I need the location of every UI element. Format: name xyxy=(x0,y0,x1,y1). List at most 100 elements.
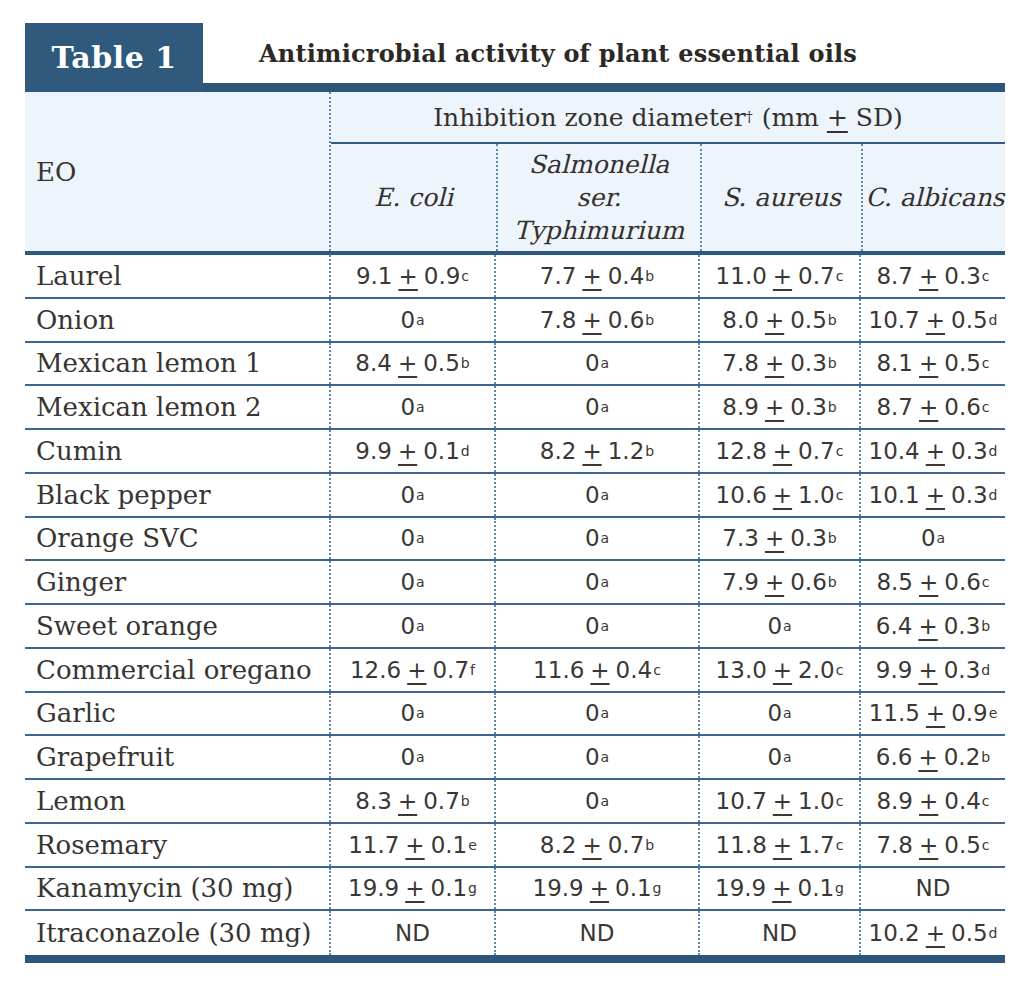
plus-minus-sign: + xyxy=(582,438,601,464)
plus-minus-sign: + xyxy=(919,263,938,289)
column-header-s-aureus: S. aureus xyxy=(700,144,861,251)
plus-minus-sign: + xyxy=(765,569,784,595)
row-label: Black pepper xyxy=(25,474,329,516)
table-row: Ginger0a0a7.9+0.6b8.5+0.6c xyxy=(25,561,1005,605)
plus-minus-sign: + xyxy=(765,394,784,420)
table-row: Black pepper0a0a10.6+1.0c10.1+0.3d xyxy=(25,474,1005,518)
row-label: Garlic xyxy=(25,693,329,735)
row-label: Kanamycin (30 mg) xyxy=(25,868,329,910)
row-label: Laurel xyxy=(25,255,329,297)
plus-minus-sign: + xyxy=(407,657,426,683)
plus-minus-sign: + xyxy=(765,525,784,551)
value-cell: 10.2+0.5d xyxy=(859,911,1005,955)
row-label: Mexican lemon 2 xyxy=(25,386,329,428)
row-label: Onion xyxy=(25,299,329,341)
organism-headers: E. coli Salmonella ser. Typhimurium S. a… xyxy=(331,144,1005,251)
table-row: Kanamycin (30 mg)19.9+0.1g19.9+0.1g19.9+… xyxy=(25,868,1005,912)
row-label: Grapefruit xyxy=(25,736,329,778)
value-cell: ND xyxy=(859,868,1005,910)
spanner-header: Inhibition zone diameter† (mm + SD) xyxy=(331,92,1005,144)
table-row: Commercial oregano12.6+0.7f11.6+0.4c13.0… xyxy=(25,649,1005,693)
value-cell: 8.7+0.6c xyxy=(859,386,1005,428)
plus-minus-sign: + xyxy=(405,832,424,858)
plus-minus-sign: + xyxy=(918,744,937,770)
column-header-e-coli: E. coli xyxy=(331,144,496,251)
value-cell: 0a xyxy=(329,518,494,560)
value-cell: 0a xyxy=(494,474,698,516)
plus-minus-sign: + xyxy=(926,438,945,464)
value-cell: 19.9+0.1g xyxy=(494,868,698,910)
table-row: Rosemary11.7+0.1e8.2+0.7b11.8+1.7c7.8+0.… xyxy=(25,824,1005,868)
row-label: Mexican lemon 1 xyxy=(25,343,329,385)
row-label: Ginger xyxy=(25,561,329,603)
plus-minus-sign: + xyxy=(773,438,792,464)
value-cell: 0a xyxy=(494,561,698,603)
plus-minus-sign: + xyxy=(773,263,792,289)
plus-minus-sign: + xyxy=(398,438,417,464)
value-cell: 11.5+0.9e xyxy=(859,693,1005,735)
value-cell: 7.8+0.6b xyxy=(494,299,698,341)
value-cell: 8.7+0.3c xyxy=(859,255,1005,297)
value-cell: ND xyxy=(329,911,494,955)
plus-minus-sign: + xyxy=(765,350,784,376)
table-header: EO Inhibition zone diameter† (mm + SD) E… xyxy=(25,92,1005,255)
spanner-group: Inhibition zone diameter† (mm + SD) E. c… xyxy=(329,92,1005,251)
value-cell: 7.8+0.5c xyxy=(859,824,1005,866)
plus-minus-sign: + xyxy=(399,263,418,289)
plus-minus-sign: + xyxy=(773,482,792,508)
plus-minus-sign: + xyxy=(773,657,792,683)
row-label: Commercial oregano xyxy=(25,649,329,691)
plus-minus-sign: + xyxy=(582,832,601,858)
unit-close: SD) xyxy=(856,103,903,132)
value-cell: 6.4+0.3b xyxy=(859,605,1005,647)
row-label: Lemon xyxy=(25,780,329,822)
plus-minus-sign: + xyxy=(773,832,792,858)
row-label: Sweet orange xyxy=(25,605,329,647)
value-cell: 8.2+1.2b xyxy=(494,430,698,472)
value-cell: 0a xyxy=(329,561,494,603)
plus-minus-sign: + xyxy=(926,482,945,508)
value-cell: 8.9+0.4c xyxy=(859,780,1005,822)
value-cell: 10.6+1.0c xyxy=(698,474,859,516)
table-row: Itraconazole (30 mg)NDNDND10.2+0.5d xyxy=(25,911,1005,955)
table-row: Orange SVC0a0a7.3+0.3b0a xyxy=(25,518,1005,562)
value-cell: 0a xyxy=(329,736,494,778)
plus-minus-sign: + xyxy=(918,657,937,683)
value-cell: 8.9+0.3b xyxy=(698,386,859,428)
value-cell: 6.6+0.2b xyxy=(859,736,1005,778)
table-number-badge: Table 1 xyxy=(25,23,203,92)
value-cell: 10.7+1.0c xyxy=(698,780,859,822)
row-label: Cumin xyxy=(25,430,329,472)
value-cell: 11.8+1.7c xyxy=(698,824,859,866)
value-cell: 0a xyxy=(494,605,698,647)
value-cell: 9.9+0.1d xyxy=(329,430,494,472)
plus-minus-sign: + xyxy=(405,875,424,901)
value-cell: 10.1+0.3d xyxy=(859,474,1005,516)
table-figure: Table 1 Antimicrobial activity of plant … xyxy=(25,0,1005,963)
plus-minus-sign: + xyxy=(919,788,938,814)
table-row: Mexican lemon 20a0a8.9+0.3b8.7+0.6c xyxy=(25,386,1005,430)
table-row: Sweet orange0a0a0a6.4+0.3b xyxy=(25,605,1005,649)
value-cell: 8.5+0.6c xyxy=(859,561,1005,603)
unit-open: (mm xyxy=(762,103,819,132)
value-cell: 8.2+0.7b xyxy=(494,824,698,866)
value-cell: 0a xyxy=(329,386,494,428)
plus-minus-sign: + xyxy=(926,920,945,946)
value-cell: 0a xyxy=(329,299,494,341)
column-header-c-albicans: C. albicans xyxy=(861,144,1007,251)
row-label: Orange SVC xyxy=(25,518,329,560)
table-caption: Table 1 Antimicrobial activity of plant … xyxy=(25,0,1005,83)
value-cell: 9.9+0.3d xyxy=(859,649,1005,691)
table-title: Antimicrobial activity of plant essentia… xyxy=(231,23,1005,83)
table-row: Onion0a7.8+0.6b8.0+0.5b10.7+0.5d xyxy=(25,299,1005,343)
value-cell: 7.7+0.4b xyxy=(494,255,698,297)
column-header-salmonella-typhimurium: Salmonella ser. Typhimurium xyxy=(496,144,700,251)
value-cell: 0a xyxy=(494,518,698,560)
plus-minus-sign: + xyxy=(582,263,601,289)
value-cell: 11.6+0.4c xyxy=(494,649,698,691)
value-cell: 19.9+0.1g xyxy=(698,868,859,910)
value-cell: 11.0+0.7c xyxy=(698,255,859,297)
value-cell: 8.0+0.5b xyxy=(698,299,859,341)
table-row: Lemon8.3+0.7b0a10.7+1.0c8.9+0.4c xyxy=(25,780,1005,824)
table-body: Laurel9.1+0.9c7.7+0.4b11.0+0.7c8.7+0.3cO… xyxy=(25,255,1005,955)
